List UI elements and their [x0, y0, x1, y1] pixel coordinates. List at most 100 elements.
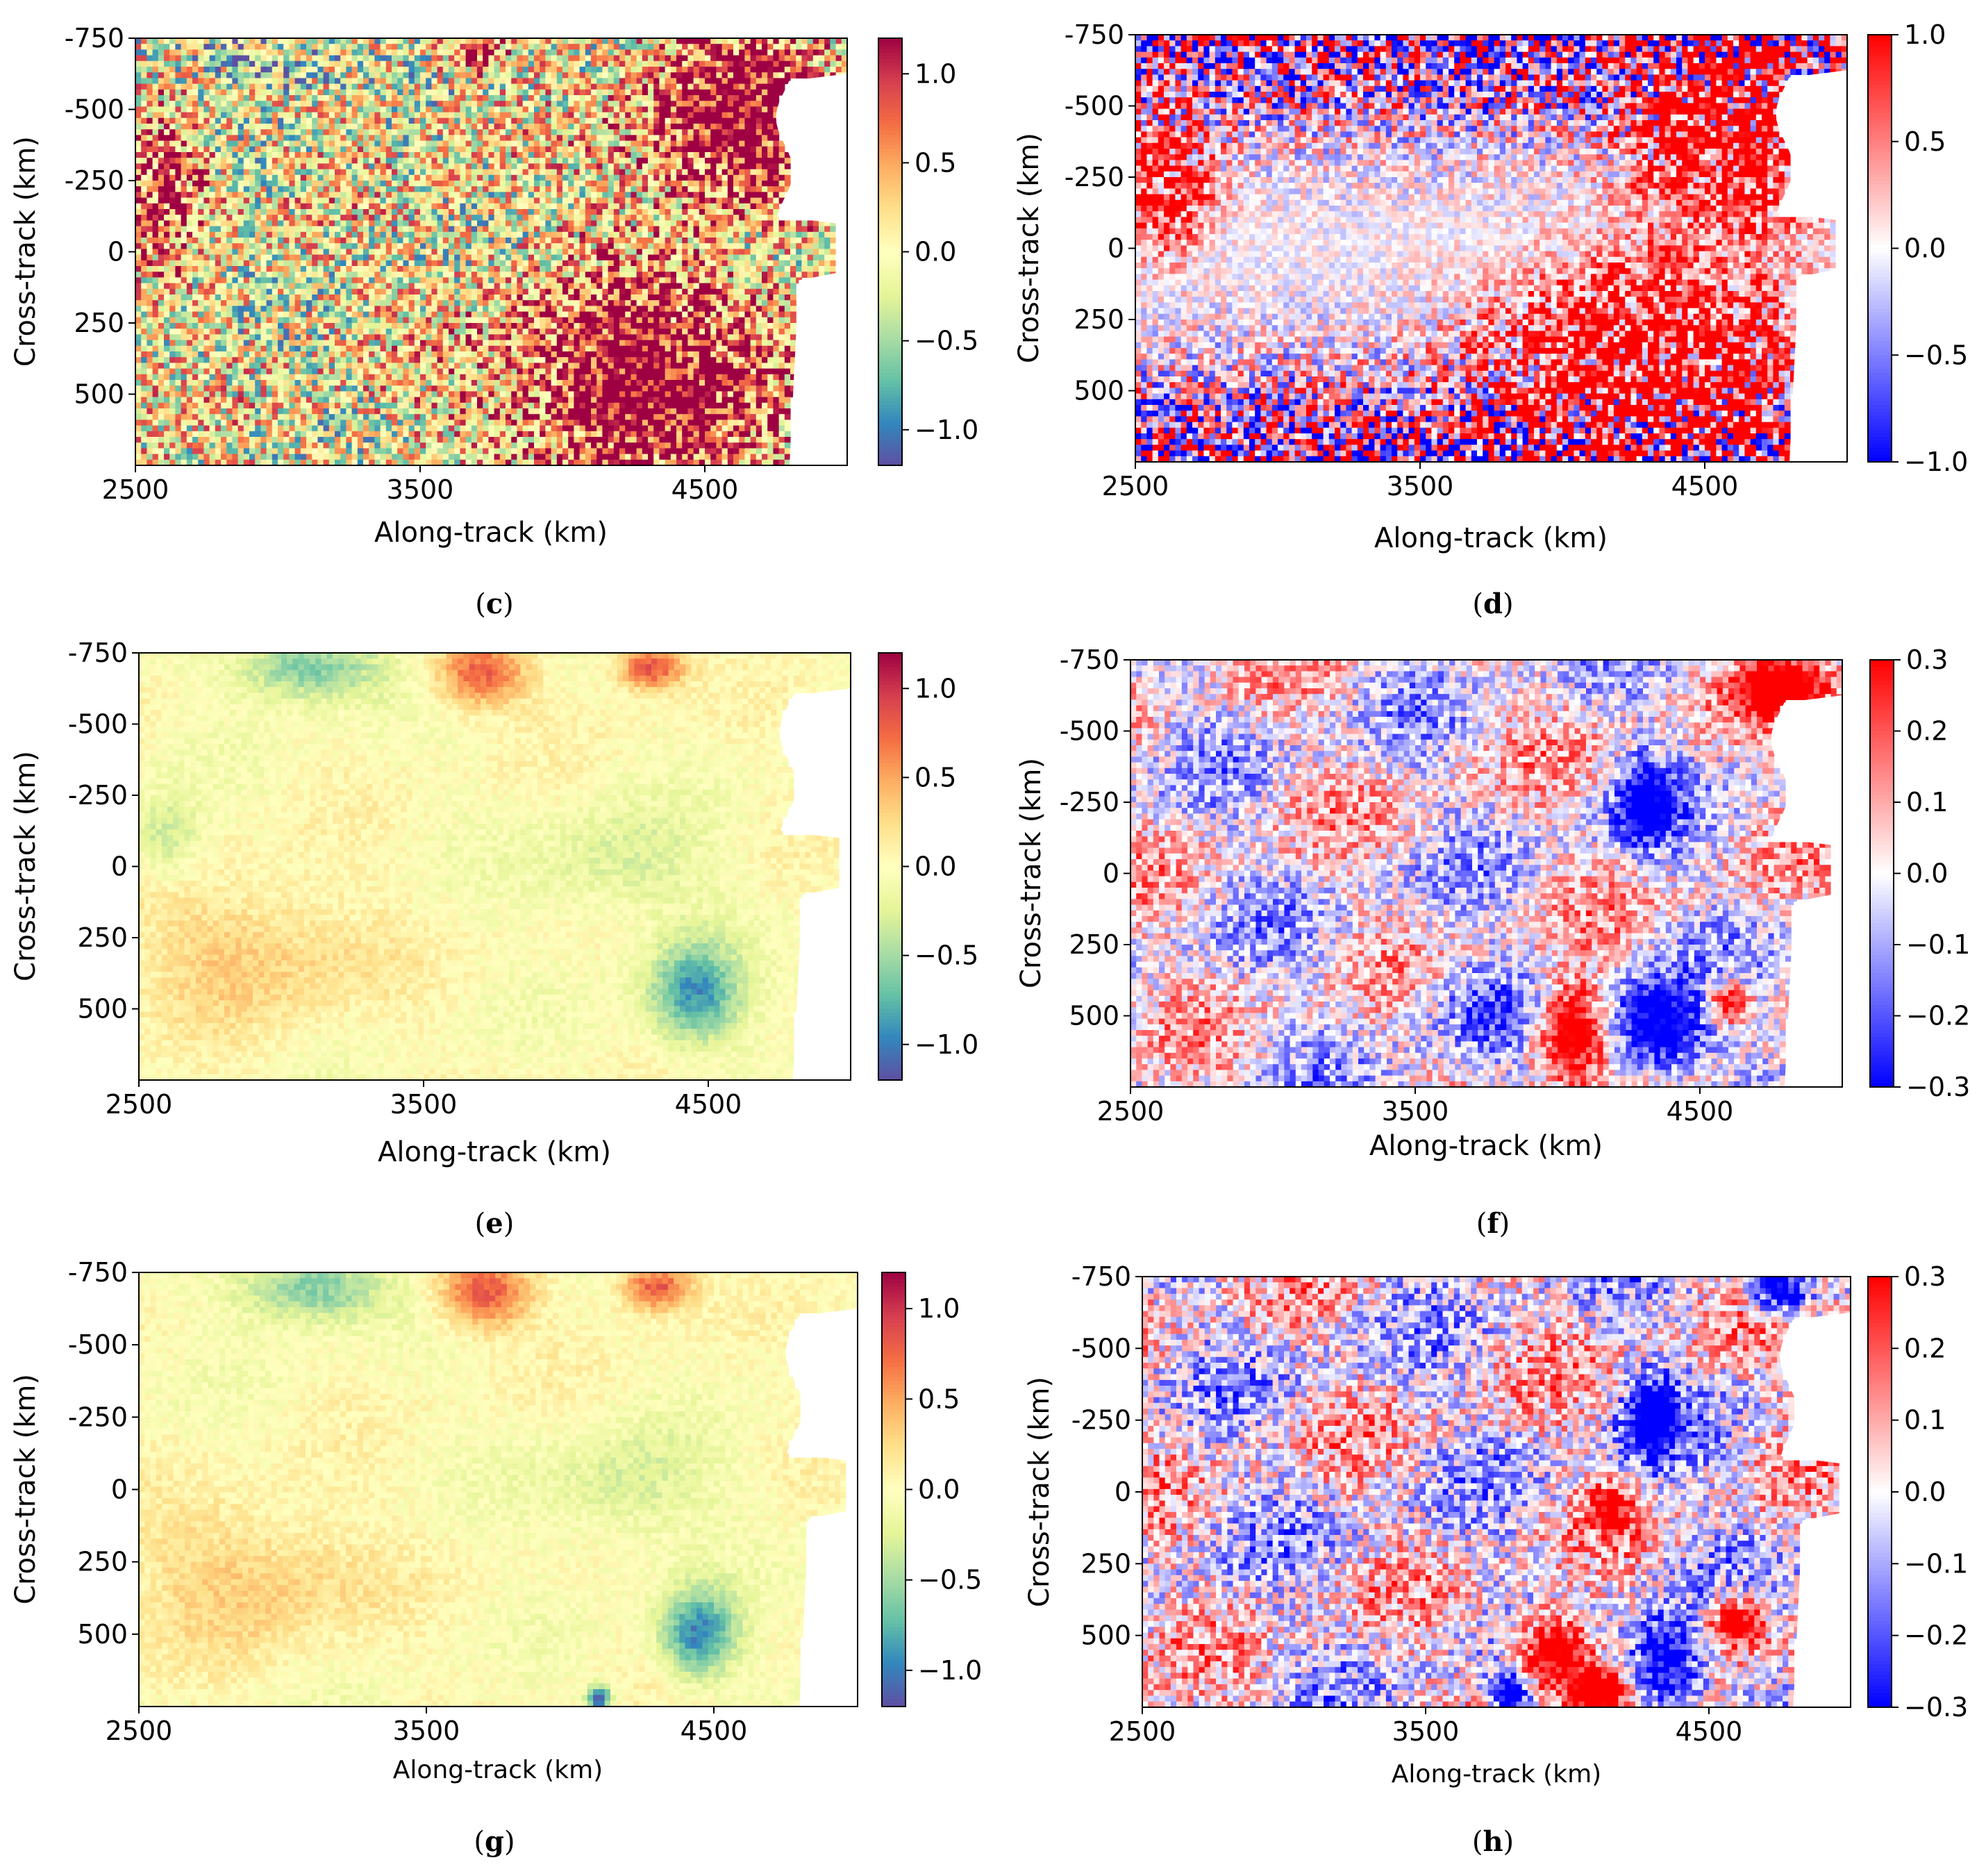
heat-cell	[454, 49, 460, 56]
heat-cell	[449, 38, 455, 44]
heat-cell	[472, 56, 478, 62]
heat-cell	[203, 61, 210, 67]
heat-cell	[568, 44, 574, 50]
heat-cell	[260, 38, 267, 44]
heat-cell	[642, 49, 649, 56]
heat-cell	[260, 49, 267, 56]
heat-cell	[460, 49, 466, 56]
heat-cell	[403, 56, 409, 62]
heat-cell	[181, 56, 187, 62]
heat-cell	[608, 44, 615, 50]
heat-cell	[557, 49, 563, 56]
heat-cell	[301, 49, 307, 56]
heat-cell	[687, 56, 694, 62]
heat-cell	[272, 38, 278, 44]
heat-cell	[801, 38, 808, 44]
heat-cell	[574, 38, 580, 44]
heat-cell	[306, 44, 312, 50]
heat-cell	[710, 49, 717, 56]
heat-cell	[483, 44, 489, 50]
heat-cell	[744, 56, 751, 62]
heat-cell	[454, 56, 460, 62]
heat-cell	[409, 56, 415, 62]
heat-cell	[534, 44, 540, 50]
heat-cell	[187, 61, 193, 67]
heat-cell	[637, 44, 643, 50]
heat-cell	[215, 56, 222, 62]
heat-cell	[596, 44, 603, 50]
heat-cell	[705, 38, 711, 44]
heat-cell	[210, 56, 216, 62]
heat-cell	[534, 49, 540, 56]
heat-cell	[659, 44, 665, 50]
heat-cell	[614, 44, 620, 50]
heat-cell	[562, 49, 569, 56]
heat-cell	[158, 61, 165, 67]
heat-cell	[477, 38, 483, 44]
heat-cell	[454, 38, 460, 44]
heat-cell	[494, 56, 501, 62]
heat-cell	[169, 56, 176, 62]
heat-cell	[671, 44, 677, 50]
heat-cell	[255, 56, 261, 62]
heat-cell	[141, 49, 147, 56]
heat-cell	[551, 56, 558, 62]
heat-cell	[329, 44, 335, 50]
heat-cell	[249, 44, 256, 50]
heat-cell	[773, 44, 779, 50]
heat-cell	[580, 44, 586, 50]
heat-cell	[363, 44, 369, 50]
heat-cell	[773, 38, 779, 44]
heat-cell	[238, 49, 244, 56]
heat-cell	[728, 44, 734, 50]
heat-cell	[528, 56, 535, 62]
heat-cell	[363, 38, 369, 44]
heat-cell	[175, 44, 181, 50]
heat-cell	[420, 38, 426, 44]
heat-cell	[819, 49, 825, 56]
heat-cell	[169, 49, 176, 56]
heat-cell	[744, 49, 751, 56]
heat-cell	[540, 49, 546, 56]
heat-cell	[466, 56, 472, 62]
heat-cell	[523, 56, 529, 62]
heat-cell	[420, 56, 426, 62]
heat-cell	[203, 38, 210, 44]
heat-cell	[824, 49, 831, 56]
heat-cell	[494, 38, 501, 44]
heat-cell	[728, 38, 734, 44]
heat-cell	[158, 49, 165, 56]
heat-cell	[705, 44, 711, 50]
heat-cell	[728, 49, 734, 56]
heat-cell	[169, 38, 176, 44]
heat-cell	[386, 38, 392, 44]
heat-cell	[756, 44, 762, 50]
heat-cell	[836, 38, 842, 44]
heat-cell	[631, 49, 637, 56]
heat-cell	[722, 56, 728, 62]
heat-cell	[744, 38, 751, 44]
heat-cell	[568, 38, 574, 44]
heat-cell	[244, 38, 250, 44]
heat-cell	[733, 49, 740, 56]
heat-cell	[648, 44, 654, 50]
heat-cell	[226, 49, 233, 56]
heat-cell	[260, 61, 267, 67]
heat-cell	[517, 44, 523, 50]
heat-cell	[392, 56, 398, 62]
heat-cell	[500, 56, 506, 62]
heat-cell	[192, 38, 199, 44]
heat-cell	[232, 61, 238, 67]
heat-cell	[283, 44, 290, 50]
heat-cell	[665, 56, 671, 62]
heat-cell	[557, 56, 563, 62]
heat-cell	[517, 49, 523, 56]
panel-c: 2500 3500 4500-750-500-2500250500 Cross-tr…	[10, 23, 978, 549]
heat-cell	[562, 44, 569, 50]
heat-cell	[665, 44, 671, 50]
heat-cell	[238, 38, 244, 44]
heat-cell	[580, 49, 586, 56]
heat-cell	[153, 44, 159, 50]
heat-cell	[249, 56, 256, 62]
heat-cell	[676, 38, 683, 44]
